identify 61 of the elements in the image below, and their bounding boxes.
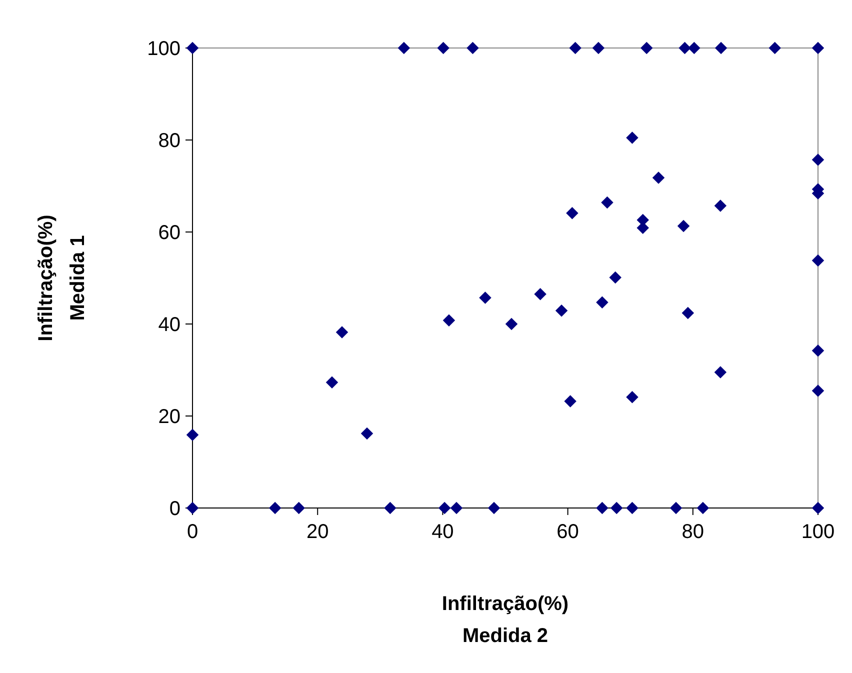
point (812, 154, 824, 166)
point (442, 314, 456, 326)
y-tick-label: 40 (158, 314, 180, 336)
point (812, 384, 824, 397)
point (479, 292, 492, 304)
point (626, 391, 638, 404)
point (505, 318, 518, 330)
point (640, 42, 653, 54)
y-tick-label: 0 (169, 498, 180, 520)
point (596, 296, 608, 309)
point (609, 271, 622, 284)
y-tick-label: 100 (147, 38, 180, 60)
point (384, 502, 396, 514)
y-tick-label: 80 (158, 130, 180, 152)
point (596, 502, 608, 514)
y-axis-title: Infiltração(%) Medida 1 (35, 214, 89, 342)
point (678, 42, 691, 54)
point (812, 344, 824, 357)
point (812, 42, 824, 54)
point (437, 42, 450, 54)
point (450, 502, 463, 514)
point (592, 42, 605, 54)
point (812, 254, 824, 267)
point (626, 132, 638, 144)
x-tick-label: 60 (556, 521, 579, 543)
point (714, 200, 727, 212)
point (336, 326, 348, 338)
x-tick-label: 100 (801, 521, 835, 543)
point (566, 207, 578, 220)
point (398, 42, 410, 54)
point (292, 502, 305, 514)
point (438, 502, 451, 514)
point (564, 395, 576, 408)
point (610, 502, 623, 514)
point (768, 42, 781, 54)
point (696, 502, 710, 514)
x-tick-label: 80 (682, 521, 704, 543)
point (569, 42, 582, 54)
point (268, 502, 282, 514)
point (714, 42, 728, 54)
y-tick-label: 60 (158, 222, 180, 244)
point (652, 172, 665, 184)
point (682, 306, 694, 320)
x-tick-label: 0 (186, 521, 198, 543)
x-axis-title: Infiltração(%) Medida 2 (442, 593, 569, 647)
point (534, 288, 546, 300)
point (601, 196, 614, 209)
x-tick-label: 40 (432, 521, 454, 543)
point (670, 502, 682, 514)
point (466, 42, 479, 54)
point (326, 376, 338, 389)
point (186, 428, 199, 441)
point (626, 502, 638, 514)
point (688, 42, 700, 54)
point (677, 220, 690, 232)
y-tick-label: 20 (158, 406, 180, 428)
point (360, 427, 374, 440)
point (488, 502, 500, 514)
point (555, 304, 568, 317)
x-tick-label: 20 (306, 521, 329, 543)
point (714, 366, 727, 378)
